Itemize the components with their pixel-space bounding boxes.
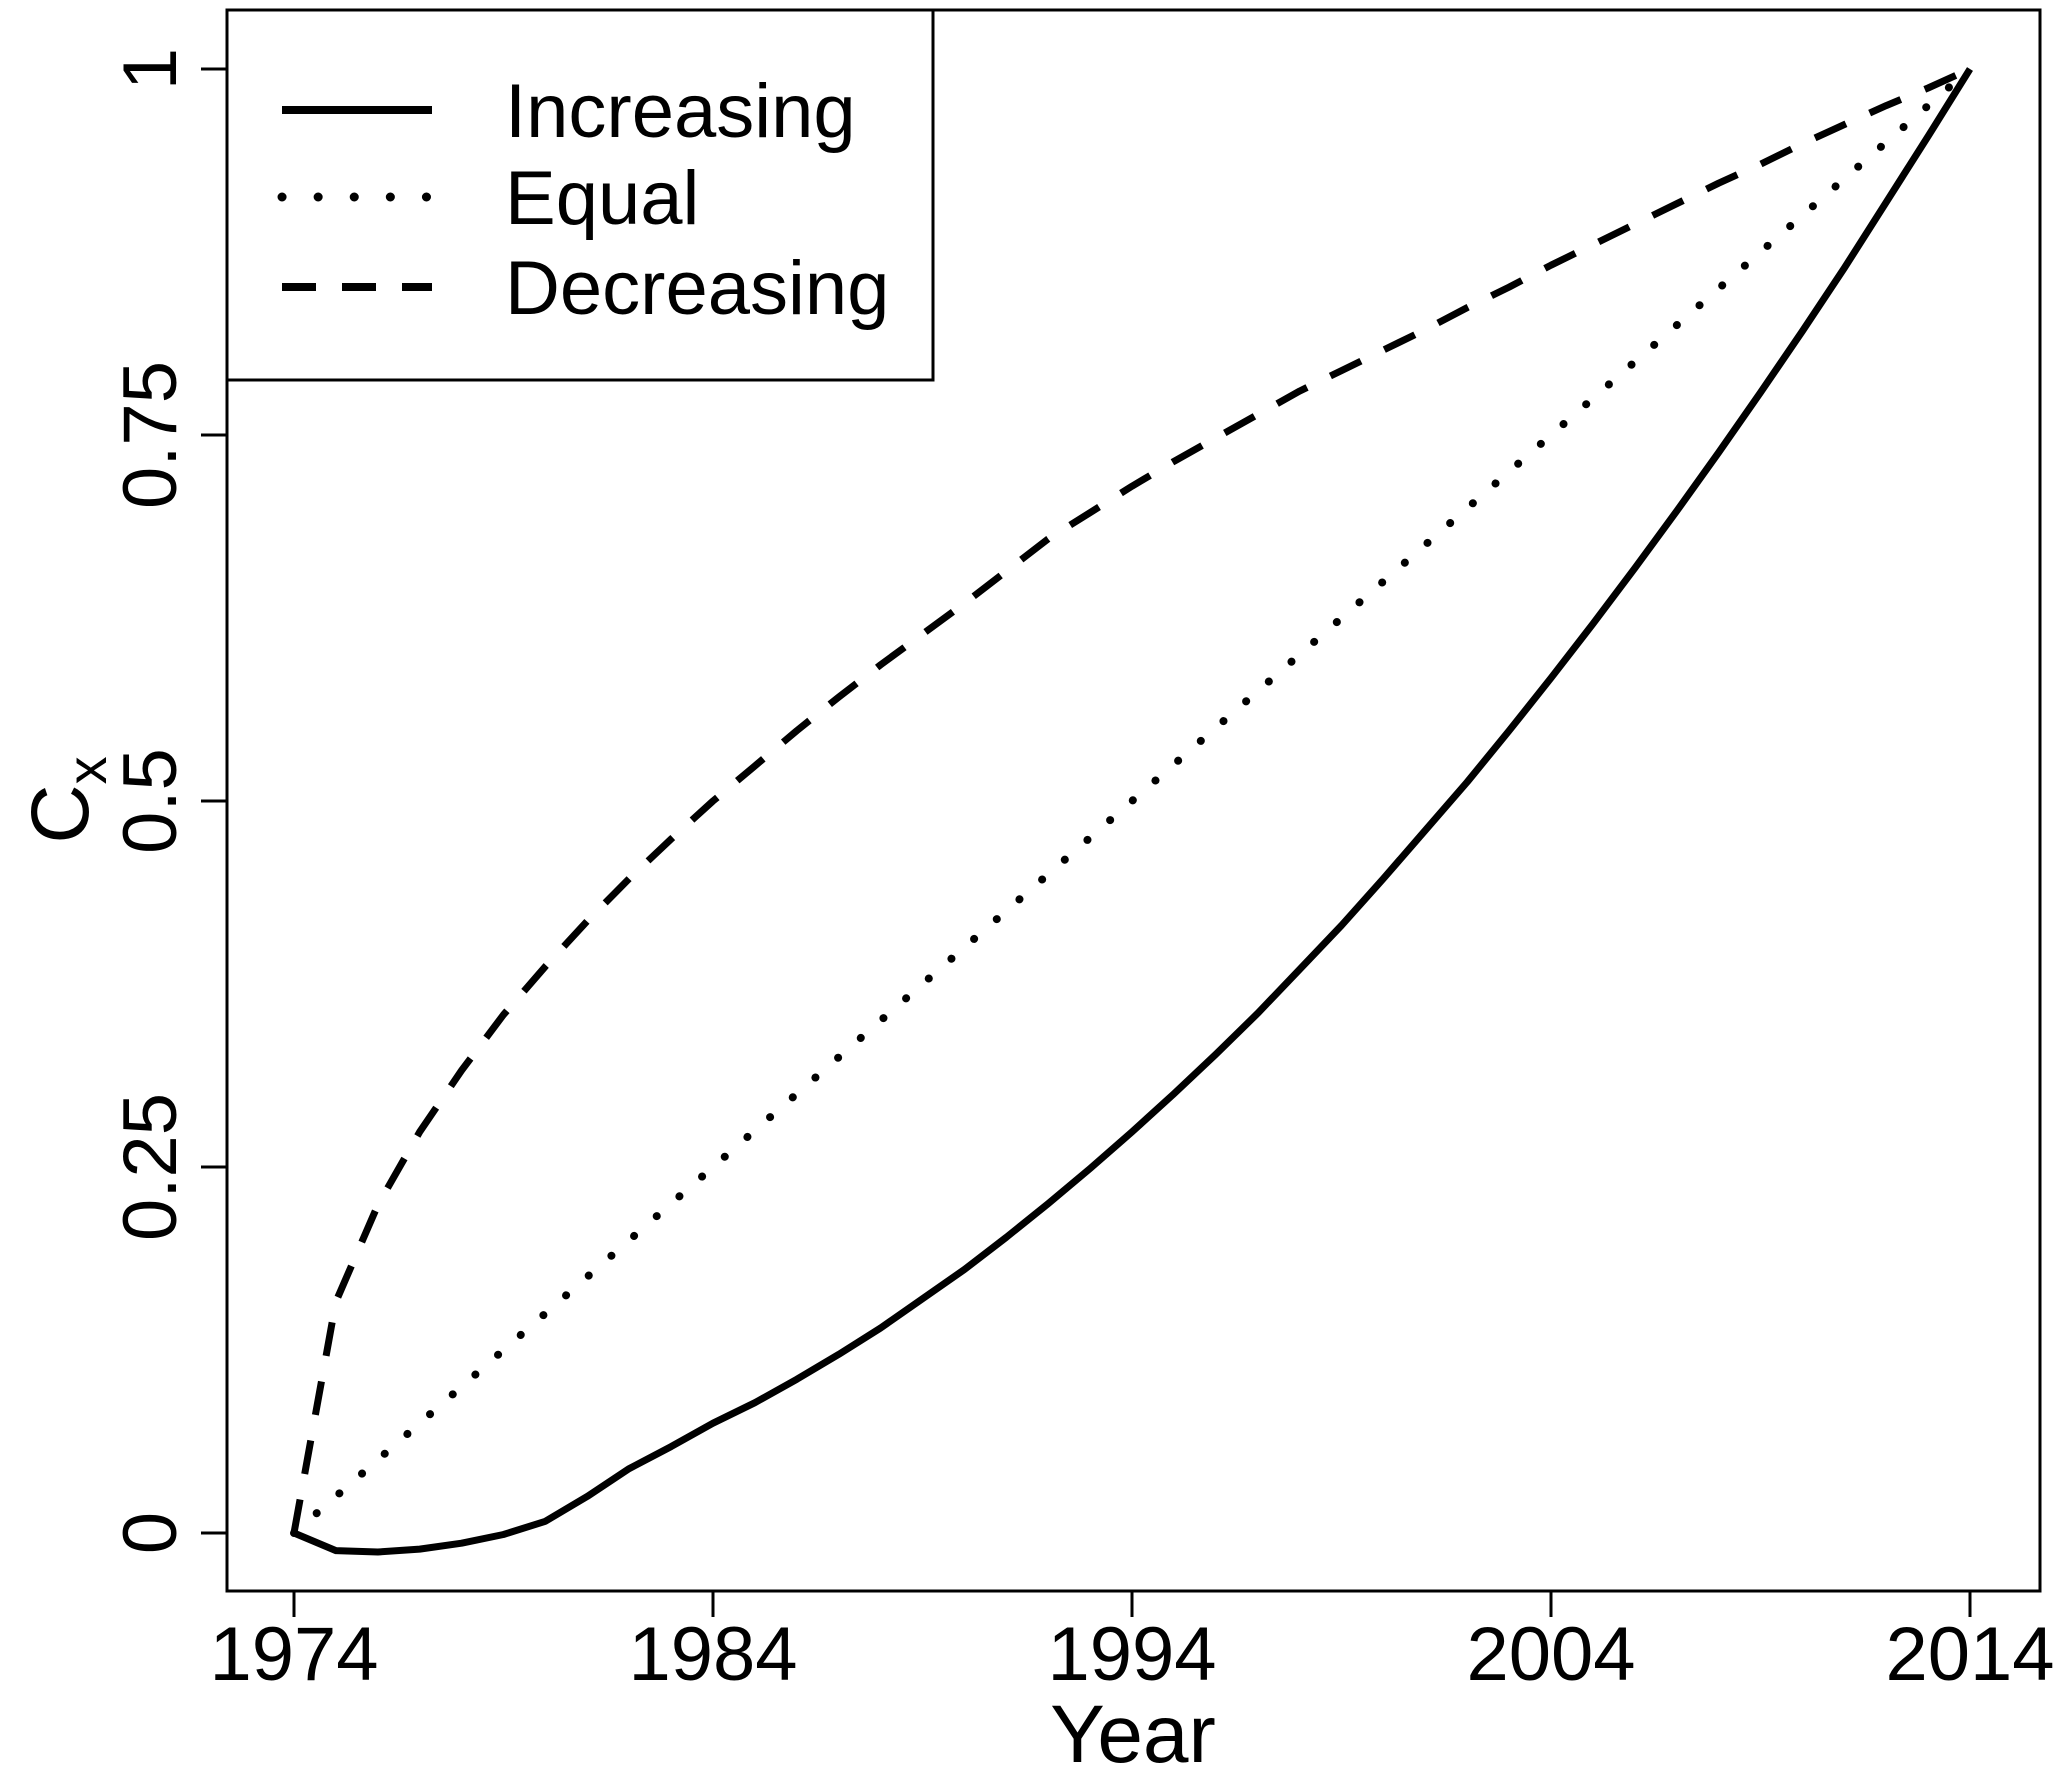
legend-label-equal: Equal: [505, 156, 699, 241]
y-axis-tick-label: 0.75: [108, 361, 193, 509]
series-lines: [290, 65, 1974, 1556]
legend-label-decreasing: Decreasing: [505, 246, 889, 331]
y-axis-tick-label: 0.5: [108, 748, 193, 854]
legend-box: [225, 8, 935, 382]
series-line-equal: [290, 65, 1974, 1537]
x-axis-tick-label: 2004: [1466, 1612, 1635, 1697]
x-axis-title: Year: [1050, 1689, 1216, 1780]
x-axis-tick-label: 2014: [1885, 1612, 2054, 1697]
y-axis-tick-label: 0.25: [108, 1093, 193, 1241]
x-axis-tick-label: 1994: [1047, 1612, 1216, 1697]
series-line-decreasing: [290, 65, 1972, 1534]
y-axis-title: Cx: [15, 756, 118, 843]
y-axis-tick-label: 1: [108, 48, 193, 90]
x-axis-tick-label: 1984: [628, 1612, 797, 1697]
y-axis-tick-label: 0: [108, 1512, 193, 1554]
legend-label-increasing: Increasing: [505, 69, 856, 154]
y-axis-ticks: 0 0.25 0.5 0.75 1: [108, 48, 227, 1554]
x-axis-tick-label: 1974: [209, 1612, 378, 1697]
y-axis-title-subscript: x: [55, 756, 118, 784]
x-axis-ticks: 1974 1984 1994 2004 2014: [209, 1591, 2055, 1697]
y-axis-title-main: C: [15, 784, 106, 843]
series-line-increasing: [292, 67, 1973, 1556]
